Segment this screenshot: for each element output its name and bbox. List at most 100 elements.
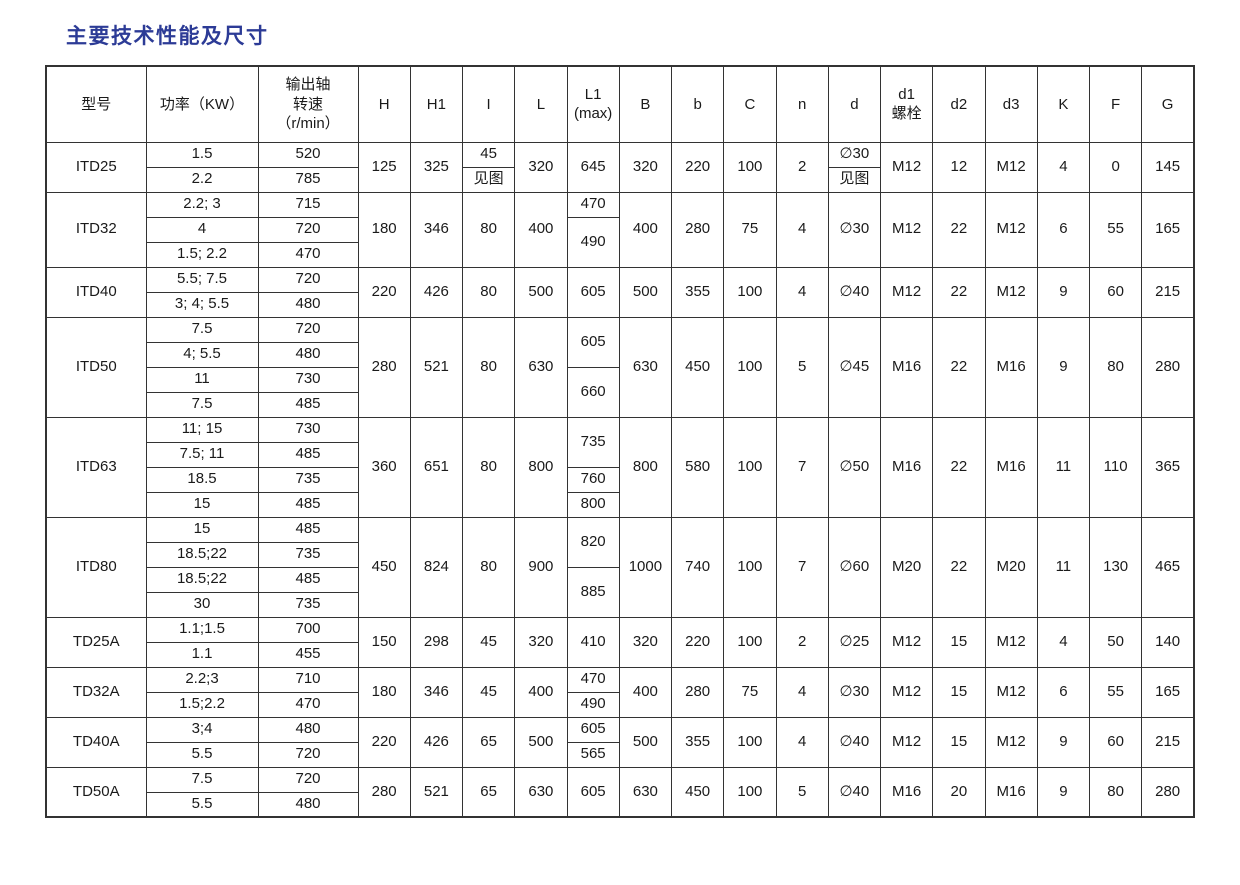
- table-cell: 180: [357, 191, 411, 268]
- table-cell: M20: [984, 516, 1038, 618]
- table-cell: 2.2: [145, 166, 259, 193]
- table-cell: 4; 5.5: [145, 341, 259, 368]
- table-cell: 500: [514, 266, 568, 318]
- table-cell: 55: [1088, 191, 1143, 268]
- table-cell: ∅45: [827, 316, 882, 418]
- table-cell: 730: [257, 366, 359, 393]
- table-cell: 490: [566, 691, 620, 718]
- column-header: d2: [932, 65, 986, 143]
- table-cell: 605: [566, 316, 620, 368]
- table-cell: 22: [932, 516, 986, 618]
- table-cell: 80: [461, 316, 516, 418]
- table-cell: 1.5: [145, 141, 259, 168]
- table-cell: M12: [879, 666, 934, 718]
- table-row: TD40A 3;4 480 220 426 65 500 605 500 355 100 4 ∅40 M1…: [45, 716, 1195, 768]
- table-cell: 605: [566, 716, 620, 743]
- table-cell: M12: [879, 141, 934, 193]
- table-cell: 4: [1036, 141, 1091, 193]
- table-cell: 720: [257, 741, 359, 768]
- table-cell: 480: [257, 791, 359, 818]
- column-header: H1: [409, 65, 464, 143]
- table-cell: M16: [879, 316, 934, 418]
- table-cell: 485: [257, 441, 359, 468]
- table-cell: 100: [723, 316, 777, 418]
- table-cell: 320: [514, 141, 568, 193]
- table-cell: 220: [357, 266, 411, 318]
- table-cell: 80: [461, 416, 516, 518]
- table-cell: ITD40: [45, 266, 147, 318]
- table-cell: ∅30: [827, 191, 882, 268]
- table-row: 4 720 490: [46, 216, 1194, 268]
- column-header: d: [827, 65, 882, 143]
- table-cell: ∅40: [827, 766, 882, 818]
- column-header: I: [461, 65, 516, 143]
- table-cell: 885: [566, 566, 620, 618]
- table-cell: 800: [618, 416, 673, 518]
- table-cell: 80: [461, 516, 516, 618]
- table-cell: 100: [723, 616, 777, 668]
- table-cell: 100: [723, 266, 777, 318]
- table-cell: 605: [566, 766, 620, 818]
- column-header: G: [1141, 65, 1195, 143]
- table-cell: 630: [618, 316, 673, 418]
- table-cell: 824: [409, 516, 464, 618]
- table-cell: 720: [257, 766, 359, 793]
- table-cell: 45: [461, 616, 516, 668]
- table-cell: 820: [566, 516, 620, 568]
- table-cell: 2: [775, 141, 829, 193]
- table-cell: 9: [1036, 716, 1091, 768]
- table-cell: 900: [514, 516, 568, 618]
- table-cell: 485: [257, 516, 359, 543]
- table-cell: 7: [775, 416, 829, 518]
- table-cell: 15: [932, 616, 986, 668]
- table-cell: 485: [257, 491, 359, 518]
- table-cell: ∅30: [827, 141, 882, 168]
- table-cell: 75: [723, 666, 777, 718]
- table-cell: 280: [357, 316, 411, 418]
- table-row: 4; 5.5 480: [46, 341, 1194, 368]
- table-cell: M12: [879, 616, 934, 668]
- table-cell: 1.1;1.5: [145, 616, 259, 643]
- column-header: d3: [984, 65, 1038, 143]
- table-cell: 15: [932, 716, 986, 768]
- table-cell: 715: [257, 191, 359, 218]
- table-cell: 426: [409, 266, 464, 318]
- table-cell: M16: [984, 766, 1038, 818]
- table-cell: 45: [461, 141, 516, 168]
- table-cell: 346: [409, 666, 464, 718]
- table-cell: 500: [514, 716, 568, 768]
- table-cell: TD32A: [45, 666, 147, 718]
- table-cell: 100: [723, 516, 777, 618]
- table-cell: 520: [257, 141, 359, 168]
- column-header: F: [1088, 65, 1143, 143]
- table-cell: 720: [257, 266, 359, 293]
- table-row: ITD63 11; 15 730 360 651 80 800 735 800 580 100 7 ∅5…: [45, 416, 1195, 518]
- table-cell: 521: [409, 766, 464, 818]
- table-cell: 800: [566, 491, 620, 518]
- table-cell: 18.5;22: [145, 566, 259, 593]
- table-cell: 280: [1141, 316, 1195, 418]
- table-cell: 360: [357, 416, 411, 518]
- table-cell: 80: [1088, 766, 1143, 818]
- table-cell: M16: [879, 416, 934, 518]
- table-cell: 165: [1141, 666, 1195, 718]
- table-cell: 480: [257, 341, 359, 368]
- table-cell: 15: [932, 666, 986, 718]
- table-cell: 30: [145, 591, 259, 618]
- table-cell: 630: [618, 766, 673, 818]
- table-cell: 180: [357, 666, 411, 718]
- table-cell: 65: [461, 766, 516, 818]
- table-cell: 18.5;22: [145, 541, 259, 568]
- table-cell: M12: [879, 266, 934, 318]
- table-cell: 410: [566, 616, 620, 668]
- table-cell: 426: [409, 716, 464, 768]
- table-cell: 22: [932, 316, 986, 418]
- table-cell: TD40A: [45, 716, 147, 768]
- table-cell: 280: [357, 766, 411, 818]
- table-cell: 735: [257, 591, 359, 618]
- table-cell: M12: [984, 191, 1038, 268]
- table-row: 18.5;22 485 885: [46, 566, 1194, 618]
- table-cell: 480: [257, 291, 359, 318]
- table-cell: ∅40: [827, 266, 882, 318]
- table-cell: 2.2; 3: [145, 191, 259, 218]
